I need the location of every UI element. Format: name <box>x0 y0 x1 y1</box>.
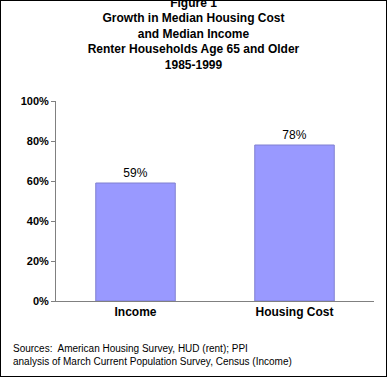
svg-text:Income: Income <box>114 305 156 319</box>
svg-text:20%: 20% <box>27 255 49 267</box>
svg-text:60%: 60% <box>27 175 49 187</box>
svg-text:59%: 59% <box>123 166 147 180</box>
svg-text:Figure 1Growth in Median Housi: Figure 1Growth in Median Housing Costand… <box>88 1 300 72</box>
svg-text:78%: 78% <box>282 128 306 142</box>
svg-text:40%: 40% <box>27 215 49 227</box>
svg-text:Housing Cost: Housing Cost <box>256 305 334 319</box>
svg-text:0%: 0% <box>33 295 49 307</box>
svg-text:Sources: American Housing Sur: Sources: American Housing Survey, HUD (r… <box>13 343 292 367</box>
svg-text:100%: 100% <box>21 95 49 107</box>
svg-text:80%: 80% <box>27 135 49 147</box>
